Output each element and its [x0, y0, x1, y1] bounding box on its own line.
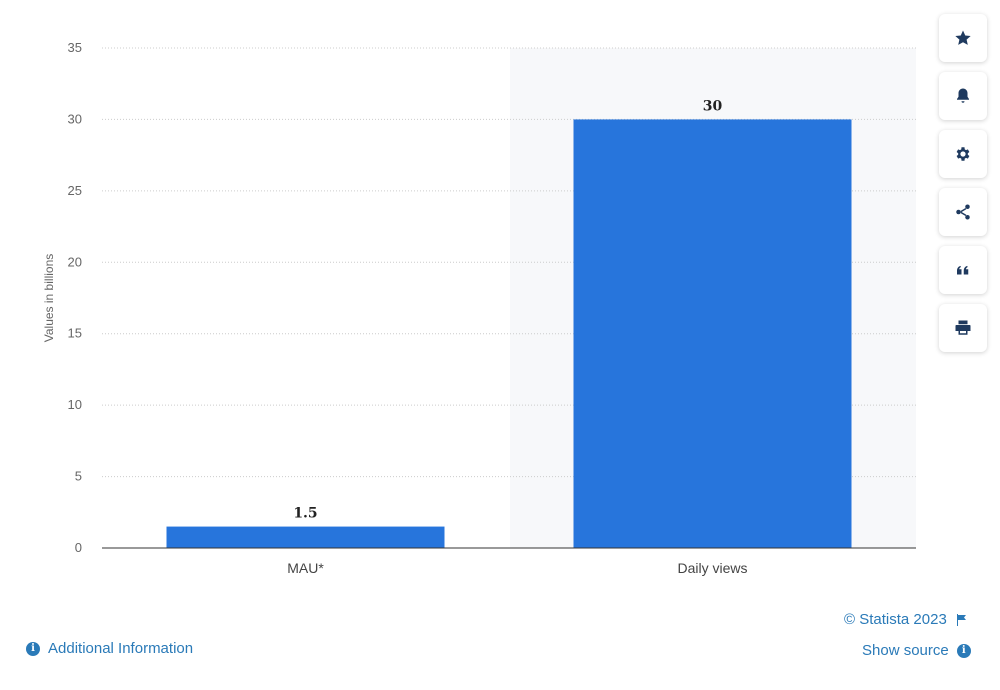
print-button[interactable] — [939, 304, 987, 352]
chart-toolbar — [939, 14, 987, 362]
copyright-text: © Statista 2023 — [844, 611, 947, 628]
additional-information-text: Additional Information — [48, 640, 194, 657]
data-labels: 1.5 30 — [293, 98, 722, 521]
share-button[interactable] — [939, 188, 987, 236]
y-tick-label: 20 — [68, 254, 82, 269]
star-icon — [955, 30, 971, 45]
gear-icon — [956, 147, 970, 161]
quote-icon — [957, 265, 969, 275]
share-icon — [956, 204, 970, 220]
show-source-link[interactable]: Show source i — [862, 642, 971, 659]
category-labels: MAU* Daily views — [287, 560, 747, 576]
additional-information-link[interactable]: i Additional Information — [26, 640, 193, 657]
show-source-text: Show source — [862, 642, 949, 659]
info-icon: i — [956, 643, 971, 658]
info-icon: i — [26, 641, 40, 656]
favorite-button[interactable] — [939, 14, 987, 62]
y-tick-label: 0 — [75, 540, 82, 555]
notification-button[interactable] — [939, 72, 987, 120]
data-label: 1.5 — [293, 506, 317, 522]
bar[interactable] — [166, 526, 445, 548]
y-axis-title: Values in billions — [42, 254, 56, 343]
y-tick-label: 5 — [75, 469, 82, 484]
bell-icon — [957, 88, 969, 103]
chart: 0 5 10 15 20 25 30 35 1.5 30 MAU* Daily views Val… — [42, 40, 916, 576]
y-tick-label: 25 — [68, 183, 82, 198]
category-label: Daily views — [677, 560, 747, 576]
bars — [166, 119, 852, 548]
cite-button[interactable] — [939, 246, 987, 294]
settings-button[interactable] — [939, 130, 987, 178]
y-tick-label: 15 — [68, 326, 82, 341]
copyright-link[interactable]: © Statista 2023 — [844, 611, 967, 628]
y-tick-label: 35 — [68, 40, 82, 55]
bar[interactable] — [573, 119, 852, 548]
category-label: MAU* — [287, 560, 324, 576]
flag-icon — [956, 613, 967, 626]
print-icon — [955, 320, 971, 335]
data-label: 30 — [703, 98, 723, 114]
y-tick-label: 30 — [68, 111, 82, 126]
y-tick-label: 10 — [68, 397, 82, 412]
y-tick-labels: 0 5 10 15 20 25 30 35 — [68, 40, 82, 555]
